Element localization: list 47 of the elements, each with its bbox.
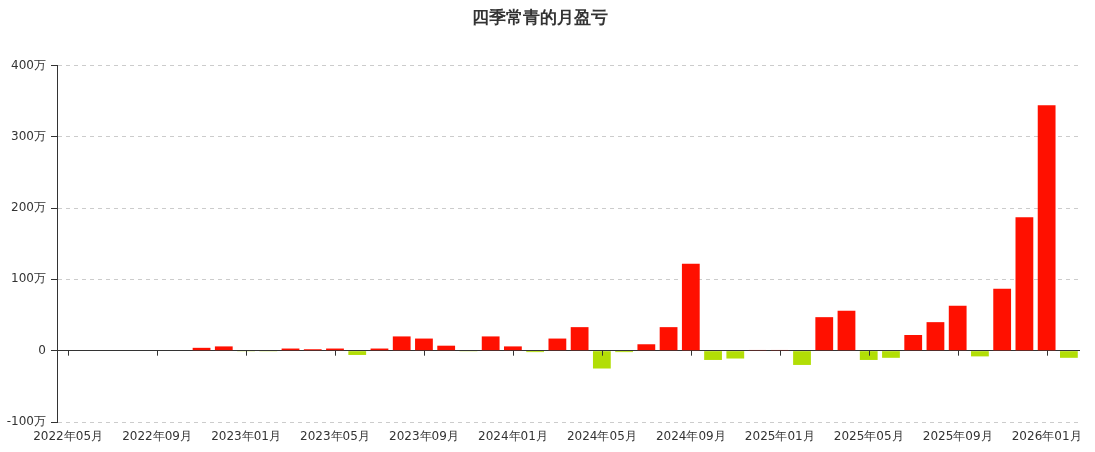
bar [1059,351,1078,358]
bar [659,327,678,351]
bar [637,344,656,351]
x-tick-label: 2024年05月 [566,429,637,444]
bar [392,336,411,351]
bar [993,288,1012,351]
bar [726,351,745,359]
bar [481,336,500,351]
x-tick-label: 2023年09月 [389,429,459,444]
y-tick-label: 200万 [11,200,46,215]
bar [570,327,589,351]
x-tick-label: 2024年01月 [478,429,548,444]
bar [815,317,834,351]
y-tick-label: 400万 [11,57,46,72]
bar [793,351,811,365]
y-tick-label: -100万 [6,414,46,429]
bar [681,263,700,351]
bar [859,351,878,360]
x-tick-label: 2025年05月 [833,429,904,444]
x-tick-label: 2025年09月 [922,429,993,444]
bar [971,351,989,357]
bar [415,338,433,351]
bar [837,310,856,351]
bar [882,351,900,358]
x-tick-label: 2024年09月 [655,429,726,444]
bar [504,346,522,351]
chart-title: 四季常青的月盈亏 [472,6,608,27]
x-tick-label: 2025年01月 [744,429,815,444]
x-tick-label: 2026年01月 [1011,429,1082,444]
bar [926,322,945,351]
bar [1015,217,1034,351]
bar [1037,105,1056,351]
bar [948,305,967,351]
x-tick-label: 2023年01月 [211,429,281,444]
bar [548,338,567,351]
y-tick-label: 0 [38,342,46,357]
y-tick-label: 300万 [11,128,46,143]
x-tick-label: 2022年05月 [33,429,104,444]
bar [904,334,923,351]
x-tick-label: 2023年05月 [300,429,370,444]
bar [437,345,456,351]
y-tick-label: 100万 [11,271,46,286]
x-tick-label: 2022年09月 [122,429,192,444]
bar [592,351,611,369]
bar [348,351,367,355]
bar [704,351,722,360]
bar [214,346,233,351]
